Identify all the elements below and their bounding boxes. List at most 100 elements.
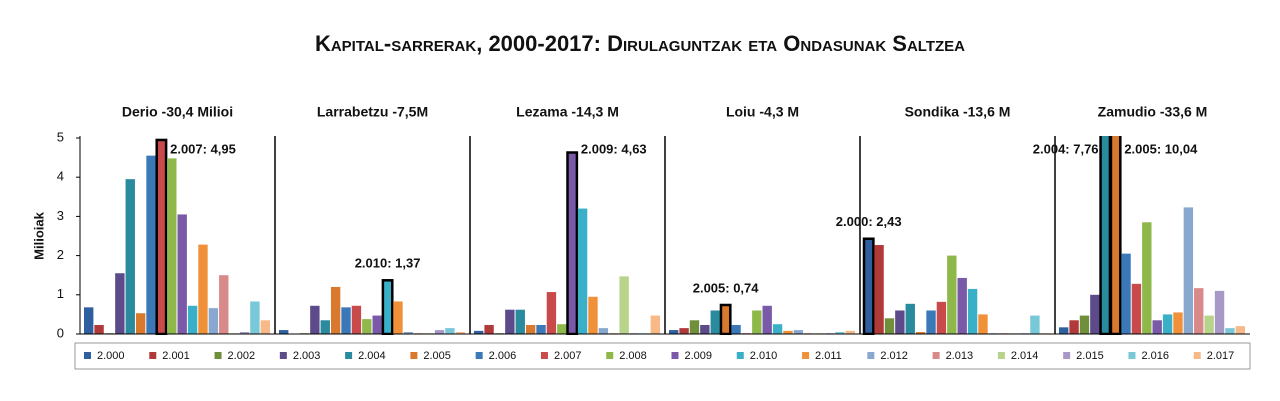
- legend-swatch: [475, 352, 483, 359]
- legend-swatch: [867, 352, 875, 359]
- bar: [719, 303, 732, 335]
- annotation: 2.005: 0,74: [693, 280, 760, 295]
- bar: [351, 305, 362, 334]
- legend-label: 2.014: [1011, 350, 1039, 362]
- bar: [1131, 283, 1142, 334]
- bar: [341, 307, 351, 334]
- bar: [577, 208, 588, 334]
- bar: [669, 330, 679, 334]
- bar: [650, 315, 660, 334]
- bar: [1162, 314, 1173, 334]
- bar: [895, 310, 905, 334]
- bar: [125, 179, 135, 334]
- bar: [1059, 327, 1069, 334]
- bar: [700, 324, 710, 334]
- bar: [505, 309, 515, 334]
- legend-label: 2.008: [619, 350, 647, 362]
- bar: [525, 324, 536, 334]
- annotation: 2.010: 1,37: [355, 256, 421, 271]
- bar: [320, 320, 330, 334]
- bar: [598, 328, 609, 334]
- bar: [874, 245, 884, 334]
- bar: [536, 324, 546, 334]
- bar: [381, 279, 394, 335]
- legend-label: 2.013: [946, 350, 974, 362]
- legend-swatch: [932, 352, 940, 359]
- bar: [1204, 315, 1214, 334]
- bar: [330, 286, 341, 334]
- legend-label: 2.010: [750, 350, 778, 362]
- panel-title: Lezama -14,3 M: [516, 104, 619, 120]
- bar: [1225, 328, 1235, 334]
- annotation: 2.005: 10,04: [1124, 141, 1198, 156]
- legend-swatch: [410, 352, 418, 359]
- bar: [884, 318, 895, 334]
- bars: [84, 136, 1245, 335]
- annotation: 2.004: 7,76: [1033, 141, 1099, 156]
- legend-swatch: [149, 352, 157, 359]
- bar: [772, 324, 783, 334]
- legend-swatch: [84, 352, 91, 359]
- panel-title: Loiu -4,3 M: [726, 104, 799, 120]
- legend-label: 2.017: [1207, 350, 1235, 362]
- annotation: 2.009: 4,63: [581, 141, 647, 156]
- bar: [155, 138, 168, 335]
- bar: [393, 301, 403, 334]
- bar: [260, 320, 270, 334]
- bar: [978, 314, 988, 334]
- bar: [1235, 326, 1245, 334]
- bar: [198, 244, 208, 334]
- legend-swatch: [671, 352, 679, 359]
- legend-swatch: [214, 352, 222, 359]
- panel-title: Sondika -13,6 M: [905, 104, 1011, 120]
- bar: [362, 319, 372, 334]
- bar: [177, 214, 187, 334]
- bar: [710, 310, 720, 334]
- legend-swatch: [802, 352, 810, 359]
- bar: [557, 324, 567, 334]
- bar: [1079, 315, 1090, 334]
- legend-label: 2.001: [162, 350, 190, 362]
- legend-swatch: [606, 352, 614, 359]
- legend-label: 2.000: [97, 350, 125, 362]
- bar: [752, 310, 762, 334]
- legend-label: 2.006: [489, 350, 517, 362]
- bar: [1121, 253, 1131, 334]
- bar: [1090, 294, 1100, 334]
- legend-label: 2.011: [815, 350, 842, 362]
- bar: [1099, 136, 1112, 335]
- chart-title: Kapital-sarrerak, 2000-2017: Dirulaguntz…: [315, 31, 965, 56]
- bar: [915, 332, 926, 334]
- bar: [783, 330, 793, 334]
- legend-label: 2.015: [1076, 350, 1104, 362]
- y-tick-label: 1: [57, 286, 64, 301]
- legend-swatch: [540, 352, 548, 359]
- bar: [115, 273, 125, 334]
- bar: [515, 309, 525, 334]
- annotation: 2.007: 4,95: [170, 141, 236, 156]
- bar: [1214, 290, 1225, 334]
- y-tick-label: 4: [57, 169, 64, 184]
- bar: [239, 332, 250, 334]
- bar: [403, 332, 414, 334]
- legend-label: 2.012: [880, 350, 908, 362]
- bar: [947, 255, 957, 334]
- bar: [250, 301, 260, 334]
- legend-label: 2.009: [685, 350, 713, 362]
- bar: [1183, 207, 1194, 334]
- bar: [167, 158, 177, 334]
- bar: [474, 330, 484, 334]
- bar: [208, 308, 219, 334]
- y-axis-label: Milioiak: [31, 211, 46, 259]
- bar: [1194, 288, 1204, 334]
- legend-label: 2.016: [1141, 350, 1169, 362]
- bar: [94, 324, 104, 334]
- legend-swatch: [279, 352, 287, 359]
- bar: [310, 305, 320, 334]
- bar: [793, 330, 804, 334]
- legend-swatch: [345, 352, 353, 359]
- bar: [1030, 315, 1040, 334]
- bar: [84, 307, 94, 334]
- bar: [1152, 320, 1162, 334]
